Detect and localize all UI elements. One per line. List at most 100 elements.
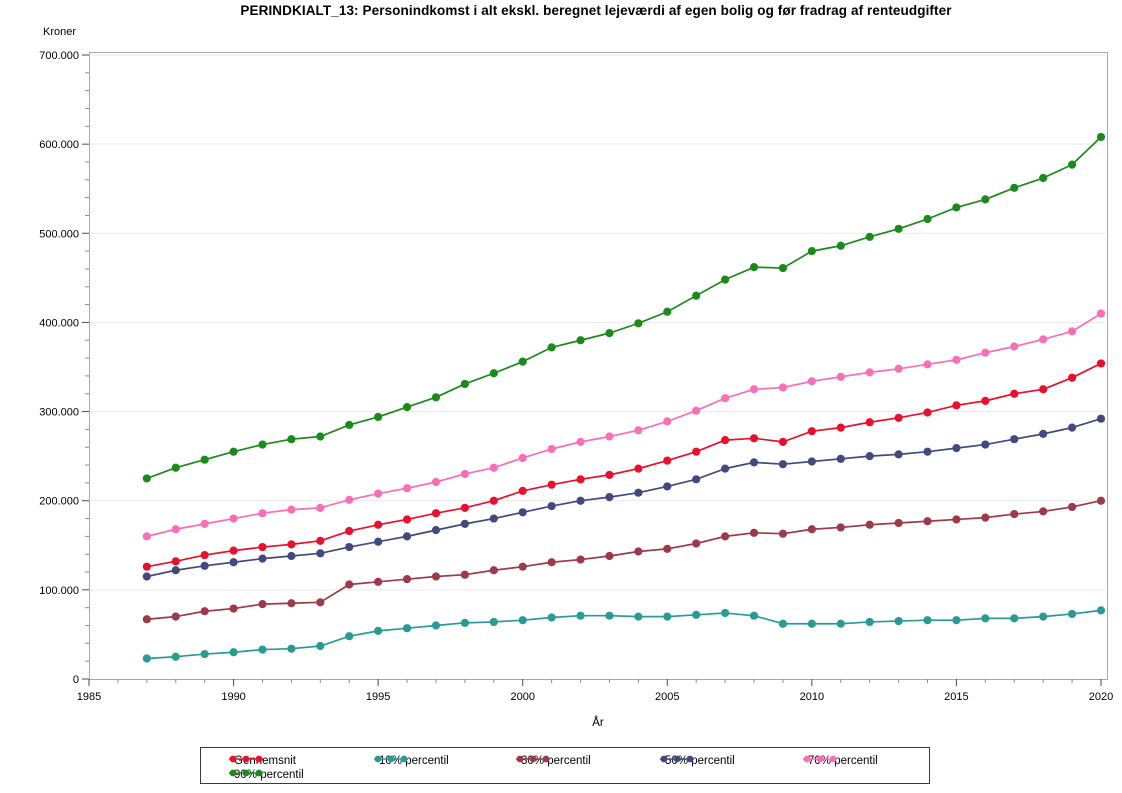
data-point-marker [749, 458, 759, 467]
data-point-marker [865, 418, 874, 427]
data-point-marker [518, 562, 527, 571]
series-line-gennemsnit [146, 362, 1102, 568]
data-point-marker [1010, 342, 1019, 351]
data-point-marker [374, 412, 383, 422]
data-point-marker [692, 291, 701, 300]
y-tick-label: 0 [73, 674, 79, 686]
data-point-marker [634, 612, 643, 621]
data-point-marker [518, 357, 527, 366]
data-point-marker [142, 532, 151, 541]
data-point-marker [200, 561, 209, 570]
data-point-marker [402, 575, 412, 584]
legend-label: 30% percentil [521, 754, 591, 767]
data-point-marker [894, 224, 903, 233]
data-point-marker [1010, 183, 1019, 192]
series-line-90-percentil [146, 136, 1102, 480]
x-tick-label: 2005 [655, 691, 679, 703]
data-point-marker [402, 624, 412, 633]
data-point-marker [605, 493, 614, 502]
data-point-marker [374, 489, 383, 498]
data-point-marker [634, 464, 643, 473]
data-point-marker [1010, 614, 1019, 623]
data-point-marker [345, 526, 354, 536]
data-point-marker [663, 456, 672, 465]
data-point-marker [171, 525, 180, 534]
data-point-marker [402, 532, 412, 541]
data-point-marker [576, 336, 585, 345]
data-point-marker [547, 501, 556, 511]
data-point-marker [489, 463, 498, 472]
data-point-marker [836, 423, 845, 432]
data-point-marker [952, 401, 961, 410]
data-point-marker [374, 537, 383, 546]
data-point-marker [749, 385, 759, 394]
data-point-marker [1010, 509, 1019, 519]
data-point-marker [345, 632, 354, 641]
data-point-marker [1067, 502, 1077, 512]
data-point-marker [576, 496, 585, 505]
data-point-marker [952, 444, 961, 453]
data-point-marker [229, 447, 238, 456]
data-point-marker [431, 393, 441, 402]
data-point-marker [316, 503, 325, 512]
data-point-marker [778, 263, 788, 273]
x-tick-label: 2010 [800, 691, 824, 703]
data-point-marker [836, 619, 845, 628]
data-point-marker [692, 539, 701, 548]
data-point-marker [721, 532, 730, 541]
y-tick-label: 200.000 [39, 496, 79, 508]
data-point-marker [431, 509, 441, 518]
data-point-marker [634, 319, 643, 328]
data-point-marker [258, 542, 267, 552]
data-point-marker [1067, 423, 1077, 432]
data-point-marker [518, 453, 527, 463]
data-point-marker [316, 598, 325, 607]
data-point-marker [547, 480, 556, 489]
data-point-marker [836, 523, 845, 532]
data-point-marker [200, 649, 209, 659]
data-point-marker [547, 444, 556, 454]
data-point-marker [518, 616, 527, 625]
legend-item-gennemsnit: Gennemsnit [227, 754, 296, 767]
data-point-marker [865, 452, 874, 461]
data-point-marker [778, 529, 788, 538]
legend-label: Gennemsnit [234, 754, 297, 767]
data-point-marker [287, 435, 296, 444]
data-point-marker [258, 509, 267, 518]
data-point-marker [807, 525, 816, 534]
data-point-marker [634, 426, 643, 435]
series-line-70-percentil [146, 312, 1102, 538]
data-point-marker [1067, 373, 1077, 382]
data-point-marker [923, 517, 932, 526]
data-point-marker [142, 474, 151, 483]
data-point-marker [923, 447, 932, 456]
data-point-marker [663, 417, 672, 426]
data-point-marker [229, 648, 238, 657]
data-point-marker [258, 440, 267, 449]
data-point-marker [1039, 612, 1048, 621]
y-axis-unit-label: Kroner [43, 26, 77, 38]
y-tick-label: 700.000 [39, 50, 79, 62]
data-point-marker [952, 616, 961, 625]
data-point-marker [981, 513, 990, 522]
legend-item-90-percentil: 90% percentil [227, 768, 304, 781]
data-point-marker [431, 526, 441, 535]
legend-label: 70% percentil [808, 754, 878, 767]
data-point-marker [634, 488, 643, 497]
data-point-marker [576, 437, 585, 446]
data-point-marker [547, 558, 556, 567]
data-point-marker [374, 626, 383, 635]
data-point-marker [778, 383, 788, 392]
data-point-marker [287, 540, 296, 549]
data-point-marker [605, 432, 614, 441]
data-point-marker [721, 464, 730, 473]
data-point-marker [316, 549, 325, 558]
plot-frame [89, 52, 1108, 680]
data-point-marker [142, 572, 151, 581]
data-point-marker [894, 518, 903, 528]
x-tick-label: 1990 [221, 691, 245, 703]
legend-marker [374, 755, 408, 763]
data-point-marker [258, 554, 267, 563]
data-point-marker [605, 329, 614, 338]
data-point-marker [460, 503, 469, 512]
